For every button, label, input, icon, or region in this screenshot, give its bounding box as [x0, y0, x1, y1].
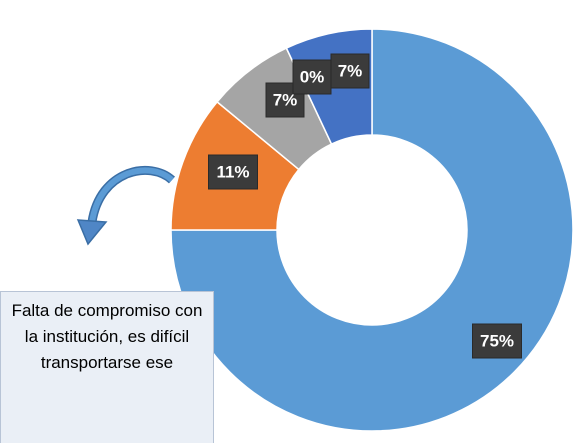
- data-label: 11%: [216, 163, 249, 182]
- data-label: 0%: [300, 68, 325, 87]
- annotation: Falta de compromiso con la institución, …: [0, 291, 214, 443]
- data-label-box: [330, 53, 370, 89]
- data-label: 75%: [480, 332, 514, 351]
- arrow-head: [76, 219, 108, 246]
- data-label: 7%: [273, 91, 298, 110]
- data-label-box: [292, 59, 332, 95]
- data-label: 7%: [338, 62, 363, 81]
- data-label-box: [208, 154, 258, 190]
- arrow-body: [89, 167, 175, 223]
- slices: [170, 28, 574, 432]
- labels: 75%11%7%0% 7%: [208, 53, 522, 359]
- data-label-box: [265, 82, 305, 118]
- data-label-box: [472, 323, 522, 359]
